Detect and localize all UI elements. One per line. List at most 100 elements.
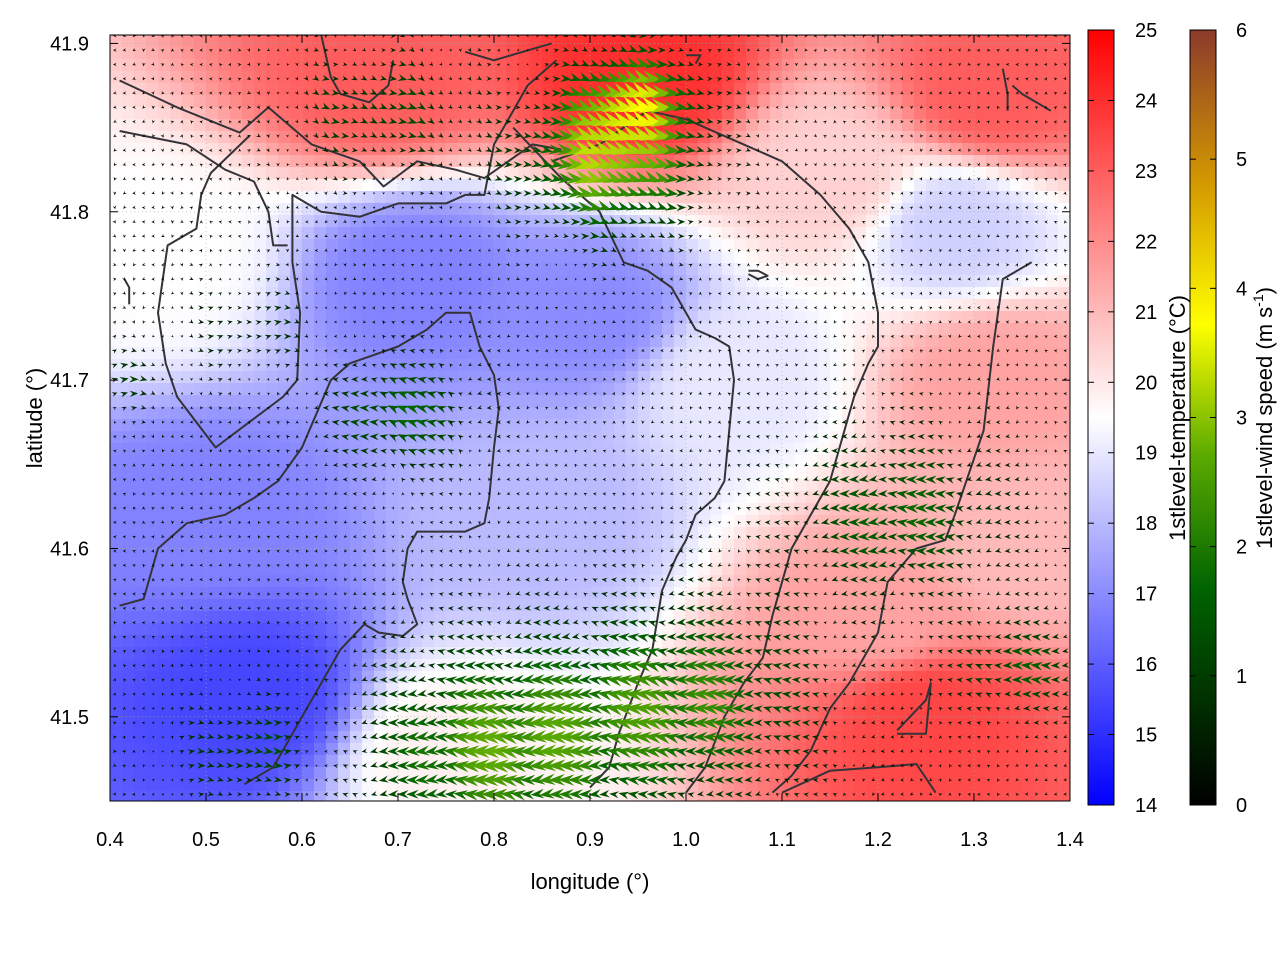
heatmap-cell bbox=[182, 695, 195, 708]
heatmap-cell bbox=[938, 59, 951, 72]
heatmap-cell bbox=[662, 251, 675, 264]
heatmap-cell bbox=[842, 59, 855, 72]
heatmap-cell bbox=[110, 227, 123, 240]
heatmap-cell bbox=[338, 251, 351, 264]
heatmap-cell bbox=[434, 179, 447, 192]
heatmap-cell bbox=[578, 479, 591, 492]
heatmap-cell bbox=[722, 167, 735, 180]
heatmap-cell bbox=[206, 551, 219, 564]
heatmap-cell bbox=[590, 323, 603, 336]
heatmap-cell bbox=[446, 563, 459, 576]
heatmap-cell bbox=[458, 299, 471, 312]
heatmap-cell bbox=[626, 299, 639, 312]
heatmap-cell bbox=[158, 755, 171, 768]
heatmap-cell bbox=[1034, 407, 1047, 420]
heatmap-cell bbox=[530, 95, 543, 108]
heatmap-cell bbox=[602, 35, 615, 48]
heatmap-cell bbox=[302, 491, 315, 504]
heatmap-cell bbox=[422, 575, 435, 588]
heatmap-cell bbox=[746, 371, 759, 384]
heatmap-cell bbox=[134, 287, 147, 300]
heatmap-cell bbox=[758, 455, 771, 468]
heatmap-cell bbox=[242, 311, 255, 324]
heatmap-cell bbox=[326, 371, 339, 384]
heatmap-cell bbox=[914, 107, 927, 120]
heatmap-cell bbox=[206, 455, 219, 468]
heatmap-cell bbox=[614, 515, 627, 528]
heatmap-cell bbox=[830, 335, 843, 348]
heatmap-cell bbox=[110, 347, 123, 360]
heatmap-cell bbox=[194, 587, 207, 600]
heatmap-cell bbox=[266, 119, 279, 132]
heatmap-cell bbox=[122, 539, 135, 552]
heatmap-cell bbox=[650, 347, 663, 360]
heatmap-cell bbox=[254, 719, 267, 732]
heatmap-cell bbox=[638, 335, 651, 348]
heatmap-cell bbox=[794, 299, 807, 312]
heatmap-cell bbox=[926, 83, 939, 96]
heatmap-cell bbox=[734, 431, 747, 444]
heatmap-cell bbox=[110, 311, 123, 324]
heatmap-cell bbox=[938, 143, 951, 156]
heatmap-cell bbox=[182, 467, 195, 480]
heatmap-cell bbox=[710, 479, 723, 492]
heatmap-cell bbox=[122, 155, 135, 168]
heatmap-cell bbox=[518, 587, 531, 600]
heatmap-cell bbox=[158, 155, 171, 168]
heatmap-cell bbox=[350, 395, 363, 408]
heatmap-cell bbox=[746, 419, 759, 432]
heatmap-cell bbox=[134, 551, 147, 564]
heatmap-cell bbox=[866, 335, 879, 348]
heatmap-cell bbox=[158, 575, 171, 588]
heatmap-cell bbox=[530, 263, 543, 276]
heatmap-cell bbox=[242, 71, 255, 84]
heatmap-cell bbox=[146, 791, 159, 801]
heatmap-cell bbox=[494, 443, 507, 456]
heatmap-cell bbox=[470, 587, 483, 600]
heatmap-cell bbox=[914, 407, 927, 420]
heatmap-cell bbox=[446, 443, 459, 456]
heatmap-cell bbox=[674, 359, 687, 372]
heatmap-cell bbox=[338, 347, 351, 360]
heatmap-cell bbox=[230, 647, 243, 660]
heatmap-cell bbox=[758, 431, 771, 444]
heatmap-cell bbox=[782, 455, 795, 468]
heatmap-cell bbox=[446, 347, 459, 360]
heatmap-cell bbox=[794, 371, 807, 384]
heatmap-cell bbox=[218, 71, 231, 84]
heatmap-cell bbox=[194, 371, 207, 384]
heatmap-cell bbox=[242, 575, 255, 588]
heatmap-cell bbox=[1034, 419, 1047, 432]
heatmap-cell bbox=[254, 83, 267, 96]
heatmap-cell bbox=[230, 275, 243, 288]
heatmap-cell bbox=[758, 335, 771, 348]
heatmap-cell bbox=[590, 551, 603, 564]
heatmap-cell bbox=[158, 83, 171, 96]
heatmap-cell bbox=[254, 371, 267, 384]
heatmap-cell bbox=[110, 515, 123, 528]
heatmap-cell bbox=[482, 35, 495, 48]
heatmap-cell bbox=[326, 35, 339, 48]
heatmap-cell bbox=[962, 251, 975, 264]
heatmap-cell bbox=[134, 275, 147, 288]
heatmap-cell bbox=[386, 371, 399, 384]
heatmap-cell bbox=[170, 167, 183, 180]
heatmap-cell bbox=[830, 779, 843, 792]
heatmap-cell bbox=[926, 791, 939, 801]
heatmap-cell bbox=[1010, 95, 1023, 108]
heatmap-cell bbox=[470, 143, 483, 156]
heatmap-cell bbox=[974, 371, 987, 384]
heatmap-cell bbox=[770, 671, 783, 684]
heatmap-cell bbox=[686, 35, 699, 48]
heatmap-cell bbox=[314, 263, 327, 276]
heatmap-cell bbox=[770, 83, 783, 96]
heatmap-cell bbox=[374, 143, 387, 156]
heatmap-cell bbox=[398, 47, 411, 60]
heatmap-cell bbox=[458, 215, 471, 228]
heatmap-cell bbox=[350, 119, 363, 132]
heatmap-cell bbox=[146, 515, 159, 528]
heatmap-cell bbox=[398, 179, 411, 192]
heatmap-cell bbox=[1034, 551, 1047, 564]
heatmap-cell bbox=[374, 587, 387, 600]
heatmap-cell bbox=[626, 227, 639, 240]
